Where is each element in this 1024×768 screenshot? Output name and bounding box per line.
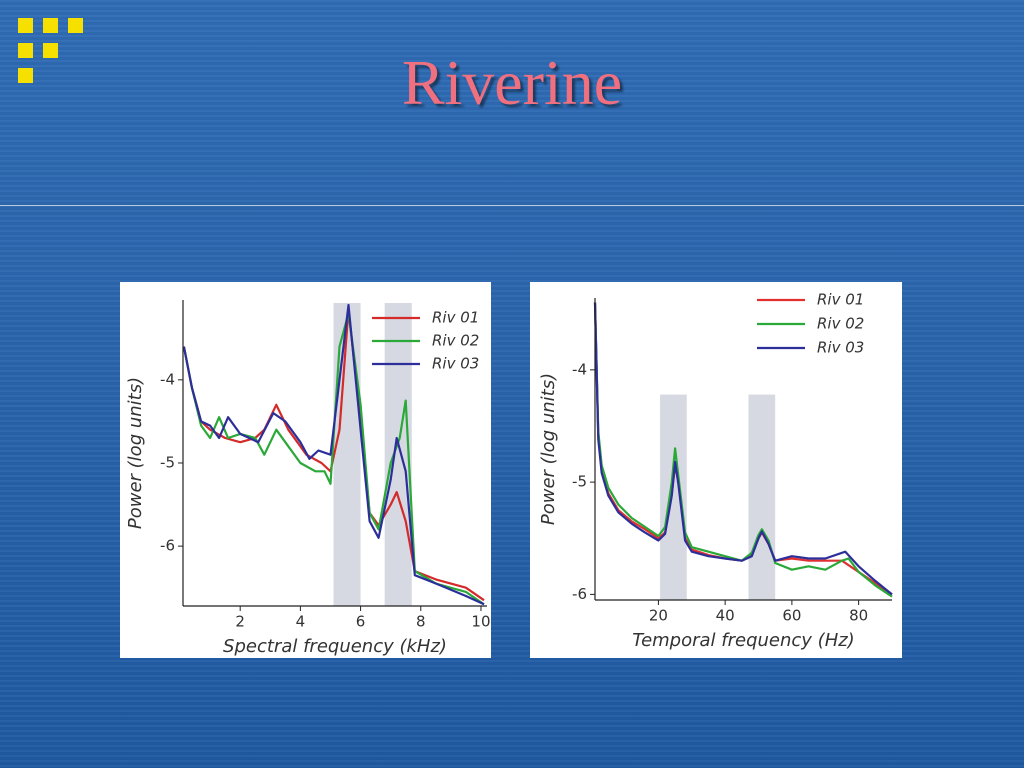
divider xyxy=(0,205,1024,206)
data-line xyxy=(593,302,893,598)
bullet-icon xyxy=(68,18,83,33)
bullet-icon xyxy=(18,18,33,33)
data-line xyxy=(182,312,485,606)
shaded-region xyxy=(748,394,776,600)
bullet-icon xyxy=(18,68,33,83)
legend-label: Riv 01 xyxy=(817,291,864,309)
x-axis-label: Spectral frequency (kHz) xyxy=(223,636,447,657)
data-line xyxy=(182,303,485,606)
y-tick-label: -5 xyxy=(572,473,587,491)
x-tick-label: 60 xyxy=(782,607,801,625)
x-tick-label: 10 xyxy=(471,613,490,631)
x-axis-label: Temporal frequency (Hz) xyxy=(632,630,854,651)
y-tick-label: -4 xyxy=(572,360,587,378)
y-tick-label: -5 xyxy=(160,453,175,471)
legend-label: Riv 03 xyxy=(432,355,479,373)
data-line xyxy=(593,302,893,596)
legend-label: Riv 02 xyxy=(432,332,479,350)
x-tick-label: 2 xyxy=(235,613,245,631)
chart-panel xyxy=(120,282,491,658)
x-tick-label: 20 xyxy=(649,607,668,625)
bullet-icon xyxy=(43,43,58,58)
y-tick-label: -4 xyxy=(160,370,175,388)
y-tick-label: -6 xyxy=(160,537,175,555)
x-tick-label: 40 xyxy=(716,607,735,625)
shaded-region xyxy=(660,394,687,600)
slide-title: Riverine xyxy=(401,47,623,118)
legend-label: Riv 03 xyxy=(817,339,864,357)
shaded-region xyxy=(384,303,412,606)
shaded-region xyxy=(333,303,361,606)
legend-label: Riv 02 xyxy=(817,315,864,333)
chart-panel xyxy=(530,282,902,658)
bullet-icon xyxy=(43,18,58,33)
bullet-icon xyxy=(18,43,33,58)
x-tick-label: 6 xyxy=(356,613,366,631)
x-tick-label: 8 xyxy=(416,613,426,631)
y-axis-label: Power (log units) xyxy=(538,373,559,525)
x-tick-label: 80 xyxy=(849,607,868,625)
y-tick-label: -6 xyxy=(572,585,587,603)
x-tick-label: 4 xyxy=(296,613,306,631)
legend-label: Riv 01 xyxy=(432,309,479,327)
y-axis-label: Power (log units) xyxy=(125,377,146,529)
